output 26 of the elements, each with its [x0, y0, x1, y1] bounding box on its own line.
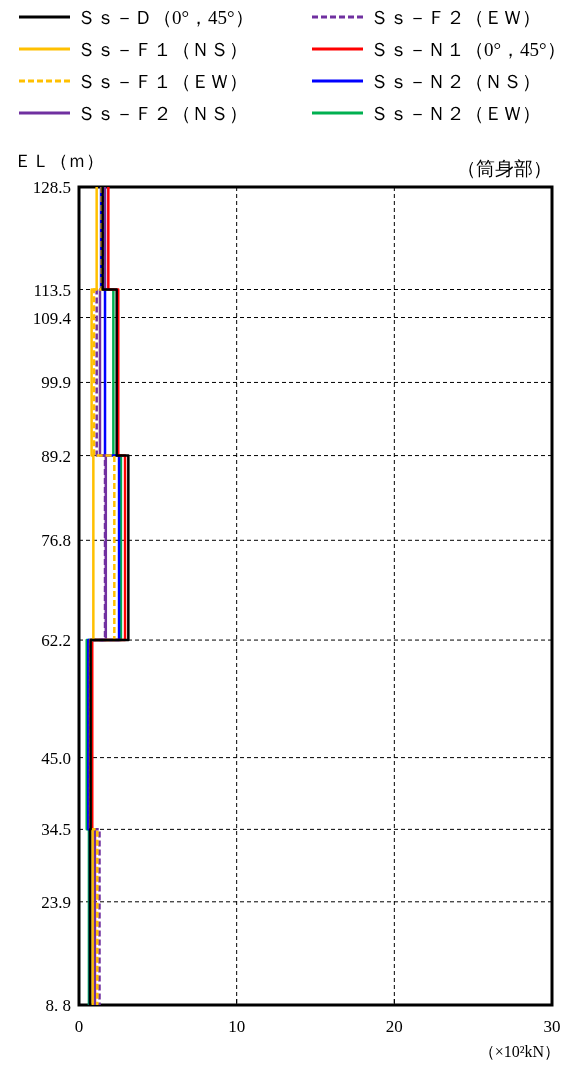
legend-label: Ｓｓ－Ｄ（0°，45°） [77, 7, 254, 28]
y-tick-label: 128.5 [32, 178, 71, 197]
x-axis-title: （×10²kN） [478, 1043, 560, 1060]
text: （筒身部） [457, 158, 552, 179]
y-tick-label: 8. 8 [45, 996, 71, 1015]
legend-label: Ｓｓ－Ｎ１（0°，45°） [370, 39, 566, 60]
y-tick-label: 62.2 [41, 631, 71, 651]
legend-label: Ｓｓ－Ｆ２（ＥＷ） [370, 7, 541, 28]
y-tick-label: 109.4 [32, 308, 72, 328]
y-tick-label: 89.2 [41, 446, 71, 466]
x-tick-label: 10 [228, 1017, 246, 1036]
y-tick-label: 34.5 [41, 820, 71, 840]
y-tick-label: 76.8 [41, 531, 71, 551]
y-axis-title: ＥＬ（ｍ） [14, 151, 104, 171]
legend-label: Ｓｓ－Ｆ１（ＥＷ） [77, 71, 248, 92]
y-tick-label: 99.9 [41, 373, 71, 393]
legend-label: Ｓｓ－Ｎ２（ＥＷ） [370, 103, 541, 124]
x-tick-label: 30 [543, 1017, 561, 1036]
y-tick-label: 45.0 [41, 748, 71, 768]
y-tick-label: 113.5 [33, 280, 71, 300]
x-tick-label: 20 [385, 1017, 403, 1036]
x-tick-label: 0 [74, 1017, 84, 1036]
legend-label: Ｓｓ－Ｎ２（ＮＳ） [370, 71, 541, 92]
legend-label: Ｓｓ－Ｆ１（ＮＳ） [77, 39, 248, 60]
legend-label: Ｓｓ－Ｆ２（ＮＳ） [77, 103, 248, 124]
y-tick-label: 23.9 [41, 892, 71, 912]
